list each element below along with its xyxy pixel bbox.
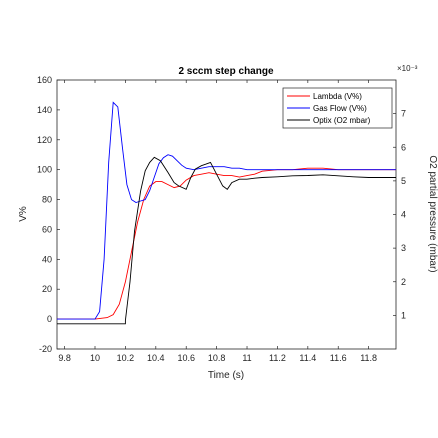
x-tick-label: 11.4: [299, 353, 316, 363]
x-tick-label: 10.6: [177, 353, 195, 363]
x-tick-label: 11: [242, 353, 251, 363]
x-tick-label: 10.8: [208, 353, 226, 363]
plot-area: 9.8 10 10.2 10.4 10.6 10.8 11 11.2 11.4 11.6 11.8-…: [37, 75, 406, 363]
y-tick-label-left: 0: [47, 314, 52, 324]
series-line-lambda-v: [57, 167, 396, 320]
legend-label: Lambda (V%): [313, 92, 362, 101]
series-line-gas-flow-v: [57, 101, 396, 320]
series-group: [57, 101, 396, 325]
y-tick-label-right: 5: [401, 176, 406, 186]
y-tick-label-right: 2: [401, 277, 406, 287]
x-tick-label: 9.8: [58, 353, 71, 363]
y-axis-label-right: O2 partial pressure (mbar): [427, 155, 438, 272]
x-tick-label: 11.2: [269, 353, 286, 363]
y-tick-label-right: 3: [401, 243, 406, 253]
x-axis-label: Time (s): [208, 370, 244, 381]
x-tick-label: 11.8: [360, 353, 377, 363]
y-tick-label-left: -20: [39, 344, 52, 354]
y-tick-label-left: 140: [37, 105, 52, 115]
y-tick-label-left: 100: [37, 165, 52, 175]
y-tick-label-right: 6: [401, 142, 406, 152]
legend-label: Gas Flow (V%): [313, 104, 367, 113]
chart-title: 2 sccm step change: [178, 66, 273, 77]
y-tick-label-left: 40: [42, 254, 52, 264]
y-tick-label-left: 20: [42, 284, 52, 294]
x-tick-label: 10.2: [117, 353, 135, 363]
x-tick-label: 10: [90, 353, 100, 363]
legend-label: Optix (O2 mbar): [313, 116, 371, 125]
y-tick-label-right: 7: [401, 109, 406, 119]
y-tick-label-right: 1: [401, 310, 406, 320]
right-axis-exponent: ×10⁻³: [397, 64, 418, 73]
y-tick-label-right: 4: [401, 210, 406, 220]
y-axis-label-left: V%: [18, 206, 29, 222]
series-line-optix-o2-mbar: [57, 156, 396, 325]
x-tick-label: 10.4: [147, 353, 165, 363]
x-tick-label: 11.6: [330, 353, 347, 363]
y-tick-label-left: 120: [37, 135, 52, 145]
y-tick-label-left: 80: [42, 195, 52, 205]
y-tick-label-left: 60: [42, 224, 52, 234]
legend: Lambda (V%) Gas Flow (V%) Optix (O2 mbar): [282, 87, 393, 129]
y-tick-label-left: 160: [37, 75, 52, 85]
